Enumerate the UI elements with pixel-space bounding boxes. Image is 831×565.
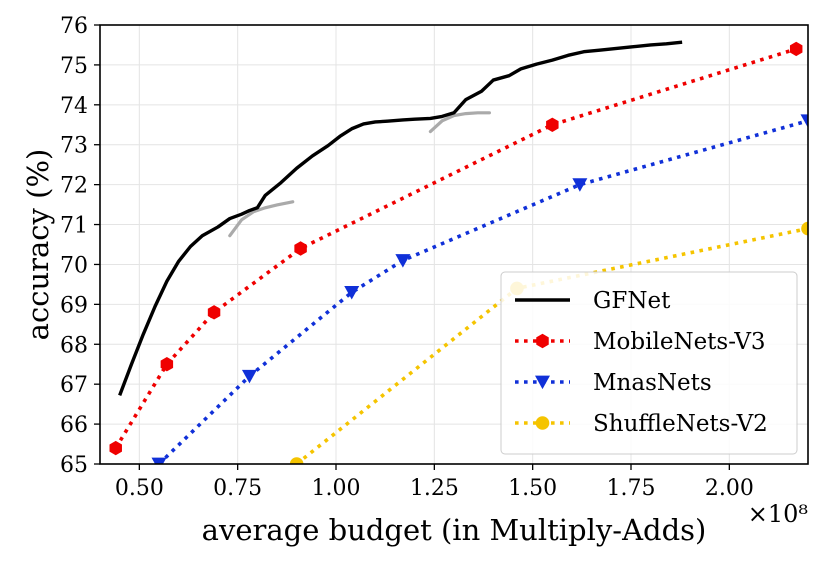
y-tick-label: 69 — [60, 293, 88, 318]
legend-label: ShuffleNets-V2 — [593, 411, 768, 437]
legend-label: MnasNets — [593, 370, 712, 396]
legend-box — [500, 271, 798, 455]
shufflenets-v2-point — [289, 457, 304, 464]
mobilenets-v3-point — [160, 357, 174, 372]
x-axis-label: average budget (in Multiply-Adds) — [202, 513, 707, 547]
x-tick-label: 2.00 — [705, 476, 754, 501]
mobilenets-v3-point — [109, 440, 122, 456]
x-tick-label: 1.25 — [410, 476, 459, 501]
legend-entry-mobilenets-v3: MobileNets-V3 — [515, 329, 766, 355]
series-mnasnets — [151, 114, 808, 464]
y-tick-label: 75 — [60, 54, 88, 79]
y-tick-label: 73 — [60, 134, 88, 159]
grid — [100, 24, 808, 465]
mnasnets-line — [157, 119, 808, 464]
plot-frame — [99, 24, 809, 465]
mnasnets-point — [241, 369, 257, 384]
y-tick-label: 65 — [60, 453, 88, 478]
mobilenets-v3-point — [546, 117, 559, 132]
y-tick-label: 66 — [60, 413, 88, 438]
legend-entry-gfnet: GFNet — [515, 288, 671, 314]
gray-segment — [228, 200, 295, 238]
legend-marker — [535, 375, 550, 390]
legend-marker — [536, 333, 549, 349]
mobilenets-v3-point — [294, 241, 307, 256]
annotations — [228, 111, 491, 238]
y-tick-label: 74 — [60, 94, 88, 119]
legend-entry-mnasnets: MnasNets — [515, 370, 712, 396]
x-scale-label: ×10⁸ — [748, 500, 808, 528]
gfnet-line — [118, 40, 683, 396]
x-tick-label: 1.50 — [508, 476, 557, 501]
y-tick-label: 70 — [60, 253, 88, 278]
y-tick-label: 71 — [60, 214, 88, 239]
legend: GFNet MobileNets-V3 MnasNets ShuffleNets-V2 — [500, 271, 798, 455]
mnasnets-point — [344, 286, 360, 300]
mnasnets-point — [395, 254, 411, 268]
y-tick-label: 67 — [60, 373, 88, 398]
y-tick-label: 76 — [60, 14, 88, 39]
gray-segment — [428, 111, 491, 134]
mobilenets-v3-point — [789, 41, 803, 57]
legend-marker — [535, 416, 550, 430]
x-tick-label: 0.75 — [213, 476, 262, 501]
x-tick-label: 0.50 — [115, 476, 164, 501]
mnasnets-point — [572, 178, 588, 192]
mnasnets-point — [151, 457, 167, 464]
mnasnets-point — [800, 114, 808, 128]
y-tick-label: 72 — [60, 174, 88, 199]
mobilenets-v3-line — [114, 47, 797, 449]
mobilenets-v3-point — [207, 305, 221, 320]
y-tick-label: 68 — [60, 333, 88, 358]
ticks: 0.50 0.75 1.00 1.25 1.50 1.75 2.00 65 66 67 68 69 70… — [60, 14, 754, 501]
x-tick-label: 1.75 — [607, 476, 656, 501]
legend-label: GFNet — [593, 288, 671, 314]
series-gfnet — [118, 40, 683, 396]
legend-entry-shufflenets-v2: ShuffleNets-V2 — [515, 411, 768, 437]
shufflenets-v2-point — [801, 221, 808, 236]
legend-label: MobileNets-V3 — [593, 329, 766, 355]
x-tick-label: 1.00 — [312, 476, 361, 501]
series-mobilenets-v3 — [109, 41, 803, 456]
y-axis-label: accuracy (%) — [21, 149, 55, 341]
